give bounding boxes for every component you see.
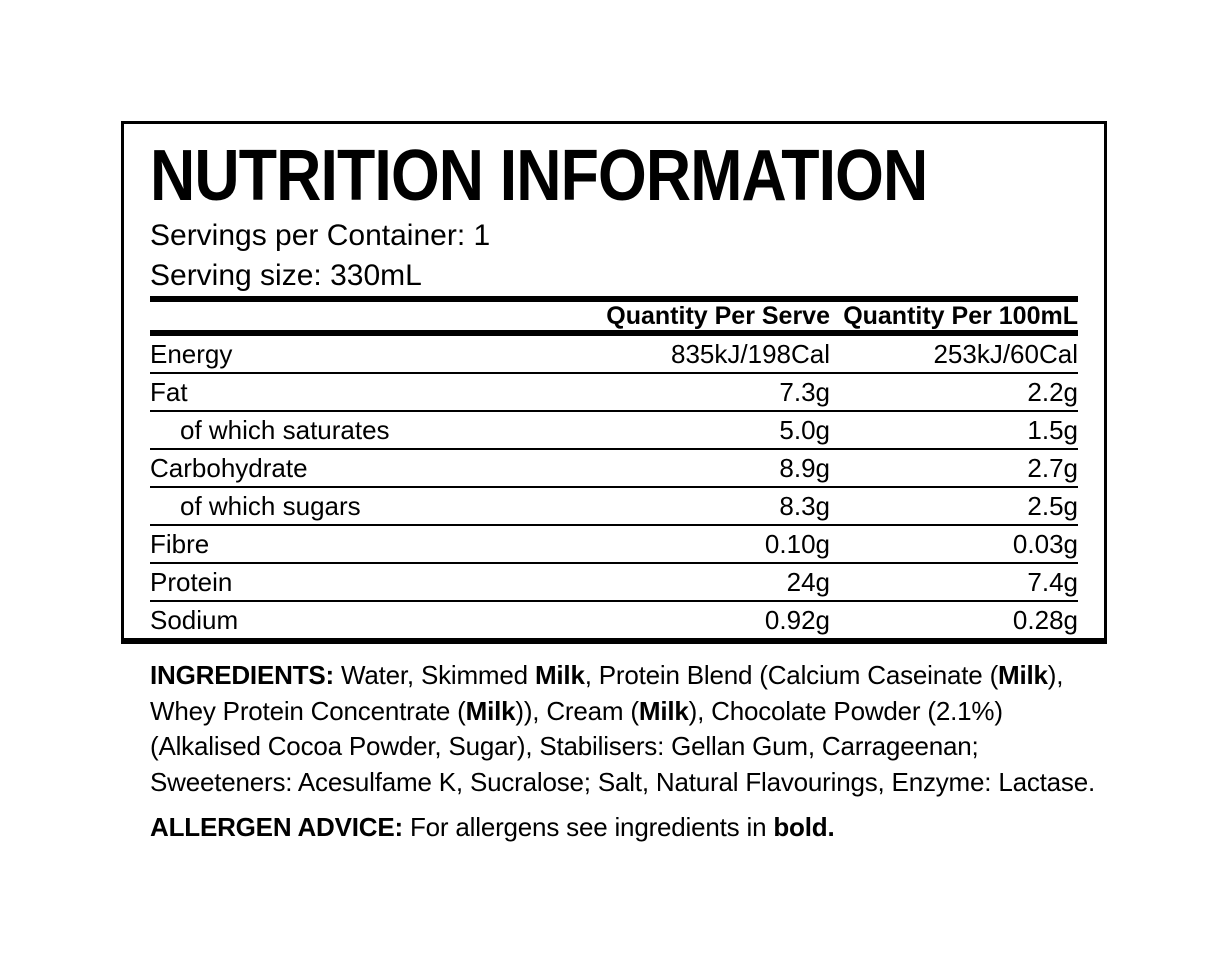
nutrient-name: of which sugars <box>180 490 361 521</box>
nutrient-name: Energy <box>150 338 233 369</box>
divider-bar-header <box>150 330 1078 336</box>
bold-text-segment: Milk <box>534 660 585 690</box>
nutrient-name: of which saturates <box>180 414 390 445</box>
text-segment: ), <box>1047 660 1064 690</box>
text-segment: For allergens see ingredients in <box>409 812 774 842</box>
text-segment: Water, Skimmed <box>340 660 535 690</box>
nutrition-facts-panel: NUTRITION INFORMATION Servings per Conta… <box>121 121 1107 644</box>
table-row: Fat 7.3g 2.2g <box>150 372 1078 410</box>
table-row: Protein 24g 7.4g <box>150 562 1078 600</box>
value-per-serve: 8.3g <box>779 490 830 521</box>
ingredients-line: INGREDIENTS: Water, Skimmed Milk, Protei… <box>150 658 1095 694</box>
value-per-100ml: 2.7g <box>1027 452 1078 483</box>
nutrition-table: Energy 835kJ/198Cal 253kJ/60Cal Fat 7.3g… <box>150 336 1078 638</box>
value-per-100ml: 0.28g <box>1012 604 1078 635</box>
table-row: Sodium 0.92g 0.28g <box>150 600 1078 638</box>
value-per-serve: 0.10g <box>764 528 830 559</box>
value-per-serve: 0.92g <box>764 604 830 635</box>
nutrient-name: Carbohydrate <box>150 452 308 483</box>
bold-text-segment: Milk <box>998 660 1048 690</box>
value-per-serve: 835kJ/198Cal <box>671 338 830 369</box>
serving-info: Servings per Container: 1 Serving size: … <box>150 216 1078 296</box>
value-per-100ml: 7.4g <box>1027 566 1078 597</box>
table-row: Carbohydrate 8.9g 2.7g <box>150 448 1078 486</box>
divider-bar-top <box>150 296 1078 302</box>
serving-size: Serving size: 330mL <box>150 259 422 292</box>
ingredients-line: (Alkalised Cocoa Powder, Sugar), Stabili… <box>150 729 1095 765</box>
value-per-serve: 24g <box>786 566 830 597</box>
bold-text-segment: ALLERGEN ADVICE: <box>150 812 410 842</box>
bold-text-segment: Milk <box>465 695 516 726</box>
text-segment: (Alkalised Cocoa Powder, Sugar), Stabili… <box>150 731 979 761</box>
allergen-advice: ALLERGEN ADVICE: For allergens see ingre… <box>150 812 835 843</box>
value-per-100ml: 2.2g <box>1027 376 1078 407</box>
value-per-100ml: 1.5g <box>1027 414 1078 445</box>
value-per-100ml: 253kJ/60Cal <box>933 338 1078 369</box>
text-segment: , Protein Blend (Calcium Caseinate ( <box>584 660 999 690</box>
nutrient-name: Sodium <box>150 604 239 635</box>
col-header-per-100ml: Quantity Per 100mL <box>843 302 1078 330</box>
text-segment: Whey Protein Concentrate ( <box>150 695 466 726</box>
table-row: of which saturates 5.0g 1.5g <box>150 410 1078 448</box>
text-segment: )), Cream ( <box>515 695 639 726</box>
text-segment: Sweeteners: Acesulfame K, Sucralose; Sal… <box>150 766 1096 797</box>
text-segment: ), Chocolate Powder (2.1%) <box>688 695 1003 726</box>
col-header-per-serve: Quantity Per Serve <box>606 302 830 330</box>
bold-text-segment: INGREDIENTS: <box>150 660 341 690</box>
table-row: of which sugars 8.3g 2.5g <box>150 486 1078 524</box>
value-per-100ml: 2.5g <box>1027 490 1078 521</box>
ingredients-line: Sweeteners: Acesulfame K, Sucralose; Sal… <box>150 765 1095 801</box>
nutrient-name: Fibre <box>150 528 210 559</box>
table-row: Fibre 0.10g 0.03g <box>150 524 1078 562</box>
nutrient-name: Protein <box>150 566 233 597</box>
table-row: Energy 835kJ/198Cal 253kJ/60Cal <box>150 336 1078 372</box>
table-header-row: Quantity Per Serve Quantity Per 100mL <box>150 302 1078 330</box>
value-per-serve: 7.3g <box>779 376 830 407</box>
ingredients-paragraph: INGREDIENTS: Water, Skimmed Milk, Protei… <box>150 658 1095 800</box>
bold-text-segment: Milk <box>638 695 689 726</box>
bold-text-segment: bold. <box>773 812 835 842</box>
value-per-serve: 5.0g <box>779 414 830 445</box>
servings-per-container: Servings per Container: 1 <box>150 219 491 252</box>
value-per-100ml: 0.03g <box>1012 528 1078 559</box>
panel-title: NUTRITION INFORMATION <box>150 136 928 216</box>
ingredients-line: Whey Protein Concentrate (Milk)), Cream … <box>150 694 1095 730</box>
value-per-serve: 8.9g <box>779 452 830 483</box>
nutrient-name: Fat <box>150 376 188 407</box>
